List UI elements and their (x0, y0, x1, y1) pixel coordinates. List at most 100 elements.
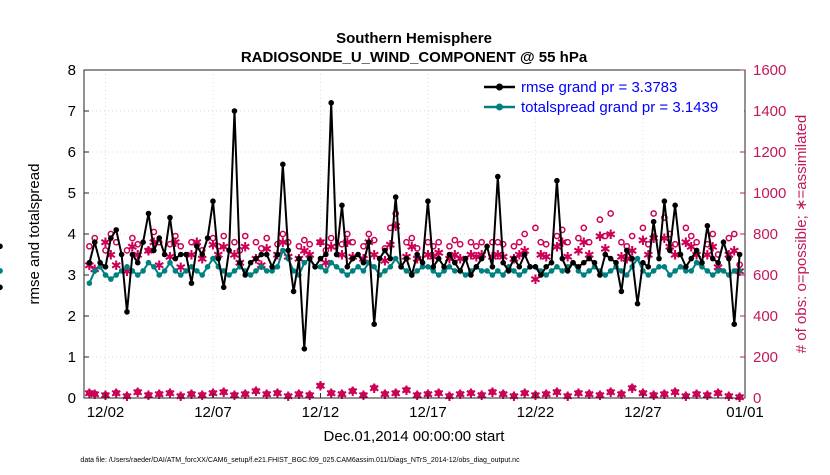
obs-assimilated-marker: ✱ (261, 241, 272, 256)
rmse-point (296, 255, 302, 262)
obs-possible-marker (252, 387, 260, 395)
rmse-point (629, 255, 635, 262)
spread-point (91, 268, 98, 274)
obs-assimilated-marker: ✱ (514, 248, 525, 263)
rmse-point (709, 255, 716, 262)
y-right-tick-label: 200 (753, 349, 778, 366)
obs-assimilated-marker: ✱ (390, 386, 401, 401)
rmse-point (376, 255, 383, 262)
obs-possible-marker (693, 390, 700, 398)
spread-point (500, 272, 506, 278)
obs-possible-marker (650, 210, 657, 217)
obs-possible-marker (338, 390, 346, 398)
obs-assimilated-marker: ✱ (229, 388, 240, 403)
obs-possible-marker (188, 238, 195, 246)
obs-assimilated-marker: ✱ (702, 248, 713, 263)
obs-possible-marker (252, 238, 260, 246)
obs-assimilated-marker: ✱ (707, 239, 718, 254)
obs-assimilated-marker: ✱ (100, 235, 111, 250)
rmse-point (161, 251, 168, 258)
spread-point (425, 264, 431, 270)
rmse-point (548, 259, 555, 266)
spread-point (371, 264, 377, 270)
obs-possible-marker (736, 393, 743, 401)
obs-possible-marker (628, 384, 636, 392)
obs-assimilated-marker: ✱ (465, 248, 476, 263)
rmse-point (199, 251, 206, 258)
obs-assimilated-marker: ✱ (444, 252, 455, 267)
obs-assimilated-marker: ✱ (643, 248, 654, 263)
obs-assimilated-marker: ✱ (637, 233, 648, 248)
obs-assimilated-marker: ✱ (734, 390, 745, 405)
x-tick-label: 12/02 (87, 404, 125, 421)
obs-assimilated-marker: ✱ (111, 386, 122, 401)
legend-rmse-marker (496, 83, 503, 91)
obs-possible-marker (553, 388, 561, 396)
spread-point (108, 276, 114, 282)
obs-assimilated-marker: ✱ (186, 387, 197, 402)
rmse-point (452, 259, 458, 266)
obs-possible-marker (123, 392, 131, 400)
obs-possible-marker (515, 238, 523, 246)
spread-point (403, 268, 410, 274)
spread-point (177, 272, 184, 278)
spread-point (269, 268, 275, 274)
rmse-point (97, 259, 103, 266)
spread-point (677, 264, 684, 270)
obs-possible-marker (220, 388, 228, 396)
obs-possible-marker (129, 234, 136, 242)
obs-assimilated-marker: ✱ (680, 389, 691, 404)
rmse-point (231, 108, 238, 114)
spread-point (317, 264, 324, 270)
rmse-point (457, 268, 463, 274)
obs-assimilated-marker: ✱ (616, 250, 627, 265)
spread-point (672, 268, 678, 274)
spread-point (704, 268, 711, 274)
obs-assimilated-marker: ✱ (627, 243, 638, 258)
rmse-point (516, 264, 523, 270)
obs-assimilated-marker: ✱ (519, 243, 530, 258)
x-tick-label: 12/27 (624, 404, 662, 421)
rmse-point (704, 223, 711, 229)
obs-assimilated-marker: ✱ (175, 260, 186, 275)
obs-assimilated-marker: ✱ (89, 387, 100, 402)
obs-possible-marker (300, 236, 308, 244)
rmse-point (280, 161, 286, 168)
rmse-point (425, 198, 431, 204)
rmse-point (360, 259, 367, 266)
obs-assimilated-marker: ✱ (143, 243, 154, 258)
obs-possible-marker (489, 388, 496, 396)
rmse-point (339, 202, 345, 209)
obs-possible-marker (360, 242, 367, 250)
rmse-point (511, 255, 517, 262)
rmse-point (403, 255, 410, 262)
rmse-point (247, 259, 254, 266)
rmse-point (602, 251, 609, 258)
spread-point (683, 268, 689, 274)
obs-assimilated-marker: ✱ (535, 248, 546, 263)
rmse-point (666, 247, 673, 254)
obs-assimilated-marker: ✱ (723, 248, 734, 263)
rmse-point (591, 259, 598, 266)
rmse-point (414, 251, 420, 258)
spread-point (290, 268, 297, 274)
rmse-point (306, 255, 313, 262)
obs-assimilated-marker: ✱ (508, 389, 519, 404)
obs-assimilated-marker: ✱ (105, 248, 116, 263)
obs-assimilated-marker: ✱ (648, 388, 659, 403)
rmse-point (537, 272, 544, 278)
spread-point (462, 272, 469, 278)
spread-point (226, 272, 232, 278)
spread-point (559, 268, 566, 274)
obs-possible-marker (263, 390, 271, 398)
rmse-point (494, 173, 501, 180)
y-tick-label: 3 (68, 267, 76, 284)
obs-assimilated-marker: ✱ (369, 381, 380, 396)
rmse-point (253, 255, 259, 262)
obs-possible-marker (671, 240, 679, 248)
obs-assimilated-marker: ✱ (320, 256, 331, 271)
obs-possible-marker (618, 390, 625, 398)
rmse-point (419, 259, 426, 266)
spread-point (430, 268, 437, 274)
obs-possible-marker (542, 390, 550, 398)
